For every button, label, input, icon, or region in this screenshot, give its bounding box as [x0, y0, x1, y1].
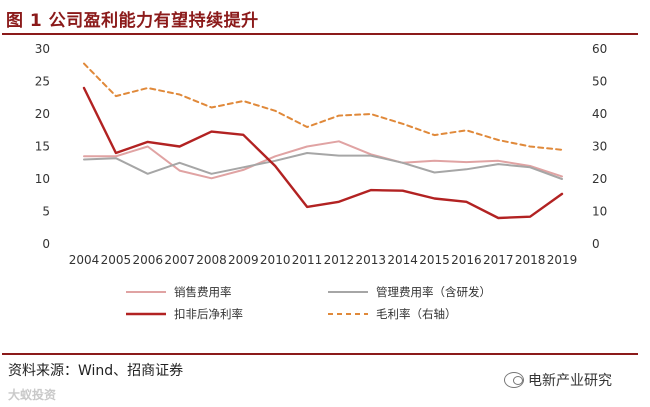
x-tick-label: 2014 — [387, 253, 418, 267]
x-tick-label: 2016 — [451, 253, 482, 267]
left-tick-label: 5 — [42, 205, 50, 219]
series-line-3 — [83, 62, 563, 151]
left-tick-label: 25 — [35, 75, 50, 89]
x-tick-label: 2004 — [69, 253, 100, 267]
x-tick-label: 2009 — [228, 253, 259, 267]
legend: 销售费用率 管理费用率（含研发） 扣非后净利率 毛利率（右轴） — [126, 285, 491, 321]
left-tick-label: 30 — [35, 42, 50, 56]
x-tick-label: 2005 — [101, 253, 132, 267]
legend-label-2: 扣非后净利率 — [174, 307, 243, 321]
watermark-right-text: 电新产业研究 — [528, 373, 612, 389]
x-tick-label: 2011 — [292, 253, 323, 267]
x-tick-label: 2012 — [324, 253, 355, 267]
x-tick-label: 2015 — [419, 253, 450, 267]
x-tick-label: 2017 — [483, 253, 514, 267]
x-axis-ticks: 2004 2005 2006 2007 2008 2009 2010 2011 2012 2013… — [69, 253, 578, 267]
figure-title: 图 1 公司盈利能力有望持续提升 — [6, 11, 259, 31]
right-tick-label: 50 — [592, 75, 607, 89]
left-tick-label: 10 — [35, 172, 50, 186]
right-tick-label: 30 — [592, 140, 607, 154]
legend-label-1: 管理费用率（含研发） — [376, 285, 491, 299]
series-line-2 — [82, 86, 564, 220]
right-axis-ticks: 0 10 20 30 40 50 60 — [592, 42, 607, 251]
right-tick-label: 20 — [592, 172, 607, 186]
wechat-icon — [504, 372, 524, 388]
right-tick-label: 0 — [592, 237, 600, 251]
x-tick-label: 2008 — [196, 253, 227, 267]
series-line-0 — [83, 140, 563, 180]
watermark-left: 大蚁投资 — [8, 388, 57, 402]
right-tick-label: 10 — [592, 205, 607, 219]
watermark-right: 电新产业研究 — [504, 370, 612, 390]
left-tick-label: 0 — [42, 237, 50, 251]
bottom-rule — [2, 353, 638, 355]
x-tick-label: 2018 — [515, 253, 546, 267]
source-note: 资料来源：Wind、招商证券 — [8, 363, 184, 379]
x-tick-label: 2019 — [547, 253, 578, 267]
x-tick-label: 2006 — [132, 253, 163, 267]
top-rule — [2, 33, 638, 35]
right-tick-label: 40 — [592, 107, 607, 121]
legend-label-3: 毛利率（右轴） — [376, 307, 457, 321]
left-axis-ticks: 0 5 10 15 20 25 30 — [35, 42, 50, 251]
left-tick-label: 15 — [35, 140, 50, 154]
x-tick-label: 2010 — [260, 253, 291, 267]
right-tick-label: 60 — [592, 42, 607, 56]
x-tick-label: 2007 — [164, 253, 195, 267]
x-tick-label: 2013 — [356, 253, 387, 267]
left-tick-label: 20 — [35, 107, 50, 121]
legend-label-0: 销售费用率 — [174, 285, 232, 299]
series-layer — [82, 62, 564, 220]
series-line-1 — [83, 152, 563, 180]
